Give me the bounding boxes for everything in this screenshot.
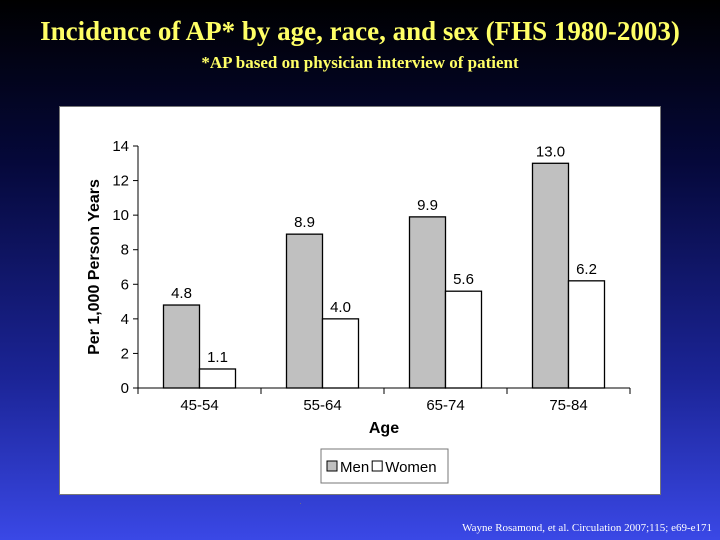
data-label-women: 4.0 bbox=[330, 299, 351, 316]
data-label-women: 6.2 bbox=[576, 261, 597, 278]
y-tick-label: 10 bbox=[112, 207, 129, 224]
legend-swatch-men bbox=[326, 460, 338, 472]
slide-title: Incidence of AP* by age, race, and sex (… bbox=[40, 16, 680, 46]
bar-women bbox=[444, 290, 483, 389]
bar-women bbox=[567, 280, 606, 389]
x-axis-label: Age bbox=[369, 420, 399, 437]
data-label-men: 9.9 bbox=[417, 197, 438, 214]
legend: Men Women bbox=[320, 448, 449, 484]
y-tick-label: 6 bbox=[121, 276, 129, 293]
legend-label-men: Men bbox=[340, 459, 369, 476]
data-label-men: 13.0 bbox=[536, 143, 565, 160]
y-tick-label: 0 bbox=[121, 380, 129, 397]
data-label-men: 8.9 bbox=[294, 214, 315, 231]
legend-swatch-women bbox=[371, 460, 383, 472]
x-tick-label: 45-54 bbox=[180, 397, 218, 414]
y-axis: 0 2 4 6 8 10 12 14 bbox=[112, 138, 139, 397]
bar-men bbox=[408, 216, 447, 389]
x-tick-label: 65-74 bbox=[426, 397, 464, 414]
bar-women bbox=[321, 318, 360, 389]
slide-subtitle: *AP based on physician interview of pati… bbox=[201, 53, 519, 72]
data-label-women: 1.1 bbox=[207, 349, 228, 366]
y-tick-label: 2 bbox=[121, 345, 129, 362]
bar-men bbox=[162, 304, 201, 389]
y-tick-label: 4 bbox=[121, 311, 129, 328]
y-axis-label: Per 1,000 Person Years bbox=[86, 179, 103, 355]
legend-label-women: Women bbox=[385, 459, 436, 476]
x-axis: 45-54 55-64 65-74 75-84 bbox=[137, 387, 631, 414]
bar-chart: 0 2 4 6 8 10 12 14 45-54 55-64 65-74 75-84 4.8 8.9 9… bbox=[86, 138, 631, 484]
y-tick-label: 14 bbox=[112, 138, 129, 155]
stray-dot bbox=[300, 503, 301, 504]
data-label-men: 4.8 bbox=[171, 285, 192, 302]
chart-panel: 0 2 4 6 8 10 12 14 45-54 55-64 65-74 75-84 4.8 8.9 9… bbox=[59, 106, 661, 495]
bar-men bbox=[531, 162, 570, 389]
bars bbox=[162, 162, 606, 389]
bar-men bbox=[285, 233, 324, 389]
x-tick-label: 75-84 bbox=[549, 397, 587, 414]
bar-women bbox=[198, 368, 237, 389]
y-tick-label: 12 bbox=[112, 173, 129, 190]
citation: Wayne Rosamond, et al. Circulation 2007;… bbox=[462, 522, 712, 534]
y-tick-label: 8 bbox=[121, 242, 129, 259]
data-labels: 4.8 8.9 9.9 13.0 1.1 4.0 5.6 6.2 bbox=[171, 143, 597, 366]
x-tick-label: 55-64 bbox=[303, 397, 341, 414]
legend-box bbox=[320, 448, 449, 484]
data-label-women: 5.6 bbox=[453, 271, 474, 288]
